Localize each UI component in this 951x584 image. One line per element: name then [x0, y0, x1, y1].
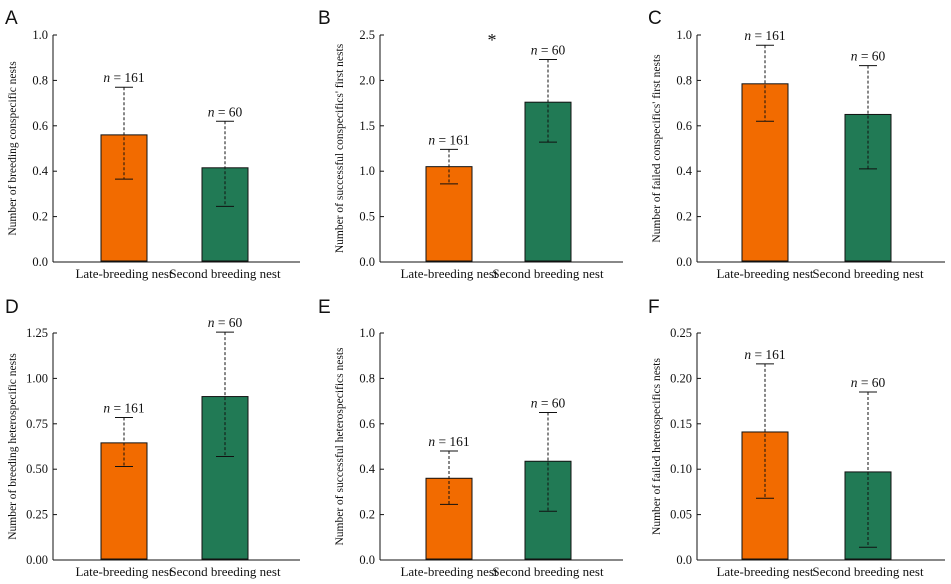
- sample-size-label: n = 161: [103, 400, 144, 415]
- bar-second-breeding: [524, 101, 572, 262]
- category-label: Late-breeding nest: [716, 266, 813, 281]
- y-tick-label: 2.5: [359, 28, 375, 42]
- panel-letter: C: [648, 8, 662, 29]
- sample-size-label: n = 161: [428, 434, 469, 449]
- significance-marker: *: [488, 30, 497, 50]
- panel-e: E 0.0 0.2 0.4 0.6 0.8 1.0 Number of successful …: [318, 297, 623, 579]
- y-tick-label: 0.50: [26, 462, 48, 476]
- y-tick-label: 0.75: [26, 417, 48, 431]
- panel-letter: F: [648, 297, 660, 318]
- y-tick-label: 0.0: [359, 553, 375, 567]
- category-label: Second breeding nest: [169, 266, 281, 281]
- sample-size-label: n = 60: [208, 104, 243, 119]
- y-tick-label: 2.0: [359, 73, 375, 87]
- y-tick-label: 0.6: [359, 417, 375, 431]
- y-tick-label: 1.0: [359, 164, 375, 178]
- sample-size-label: n = 161: [744, 347, 785, 362]
- y-tick-label: 0.2: [359, 508, 375, 522]
- panel-f: F 0.0 0.05 0.10 0.15 0.20 0.25 Number of failed…: [648, 297, 945, 579]
- y-tick-label: 1.25: [26, 326, 48, 340]
- panel-letter: E: [318, 297, 331, 318]
- y-tick-label: 0.8: [359, 371, 375, 385]
- y-tick-label: 0.2: [32, 210, 48, 224]
- sample-size-label: n = 60: [851, 375, 886, 390]
- y-tick-label: 0.4: [359, 462, 375, 476]
- y-axis-label: Number of successful conspecifics' first…: [334, 43, 346, 253]
- category-label: Late-breeding nest: [716, 564, 813, 579]
- panel-a: A 0.0 0.2 0.4 0.6 0.8 1.0 Number of breeding co…: [5, 8, 300, 281]
- y-tick-label: 0.0: [676, 255, 692, 269]
- y-tick-label: 0.15: [670, 417, 692, 431]
- bar-late-breeding: [100, 442, 148, 560]
- y-tick-label: 0.5: [359, 210, 375, 224]
- y-tick-label: 0.6: [32, 119, 48, 133]
- category-label: Late-breeding nest: [400, 564, 497, 579]
- y-tick-label: 0.4: [32, 164, 48, 178]
- y-tick-label: 0.4: [676, 164, 692, 178]
- category-label: Late-breeding nest: [75, 266, 172, 281]
- bar-late-breeding: [741, 83, 789, 262]
- bar-late-breeding: [100, 134, 148, 262]
- bar-second-breeding: [844, 113, 892, 262]
- panel-b: B 0.0 0.5 1.0 1.5 2.0 2.5 Number of successful …: [318, 8, 623, 281]
- y-tick-label: 0.10: [670, 462, 692, 476]
- sample-size-label: n = 60: [531, 395, 566, 410]
- sample-size-label: n = 60: [531, 43, 566, 58]
- sample-size-label: n = 161: [103, 70, 144, 85]
- category-label: Late-breeding nest: [75, 564, 172, 579]
- y-tick-label: 0.0: [32, 255, 48, 269]
- category-label: Second breeding nest: [492, 564, 604, 579]
- panel-letter: A: [5, 8, 18, 29]
- y-tick-label: 0.8: [32, 73, 48, 87]
- y-tick-label: 0.0: [676, 553, 692, 567]
- sample-size-label: n = 161: [744, 28, 785, 43]
- sample-size-label: n = 60: [851, 49, 886, 64]
- bar-second-breeding: [844, 471, 892, 560]
- y-tick-label: 0.25: [670, 326, 692, 340]
- panel-d: D 0.00 0.25 0.50 0.75 1.00 1.25 Number of breed…: [5, 297, 300, 579]
- y-tick-label: 0.05: [670, 508, 692, 522]
- y-axis-label: Number of failed conspecifics' first nes…: [651, 54, 663, 243]
- category-label: Second breeding nest: [812, 564, 924, 579]
- category-label: Second breeding nest: [812, 266, 924, 281]
- y-axis-label: Number of breeding conspecific nests: [7, 61, 19, 236]
- category-label: Second breeding nest: [492, 266, 604, 281]
- sample-size-label: n = 60: [208, 315, 243, 330]
- y-axis-label: Number of breeding heterospecific nests: [7, 353, 19, 540]
- y-tick-label: 0.20: [670, 371, 692, 385]
- y-tick-label: 0.00: [26, 553, 48, 567]
- y-tick-label: 0.6: [676, 119, 692, 133]
- y-tick-label: 1.0: [32, 28, 48, 42]
- bar-late-breeding: [425, 477, 473, 560]
- panel-c: C 0.0 0.2 0.4 0.6 0.8 1.0 Number of failed cons…: [648, 8, 945, 281]
- panel-letter: B: [318, 8, 331, 29]
- y-tick-label: 1.00: [26, 371, 48, 385]
- category-label: Second breeding nest: [169, 564, 281, 579]
- sample-size-label: n = 161: [428, 132, 469, 147]
- panel-letter: D: [5, 297, 19, 318]
- bar-second-breeding: [201, 396, 249, 560]
- y-tick-label: 0.0: [359, 255, 375, 269]
- y-axis-label: Number of failed heterospecifics nests: [651, 358, 663, 535]
- y-tick-label: 1.0: [359, 326, 375, 340]
- category-label: Late-breeding nest: [400, 266, 497, 281]
- y-axis-label: Number of successful heterospecifics nes…: [334, 347, 346, 546]
- y-tick-label: 0.8: [676, 73, 692, 87]
- y-tick-label: 0.2: [676, 210, 692, 224]
- y-tick-label: 0.25: [26, 508, 48, 522]
- y-tick-label: 1.5: [359, 119, 375, 133]
- y-tick-label: 1.0: [676, 28, 692, 42]
